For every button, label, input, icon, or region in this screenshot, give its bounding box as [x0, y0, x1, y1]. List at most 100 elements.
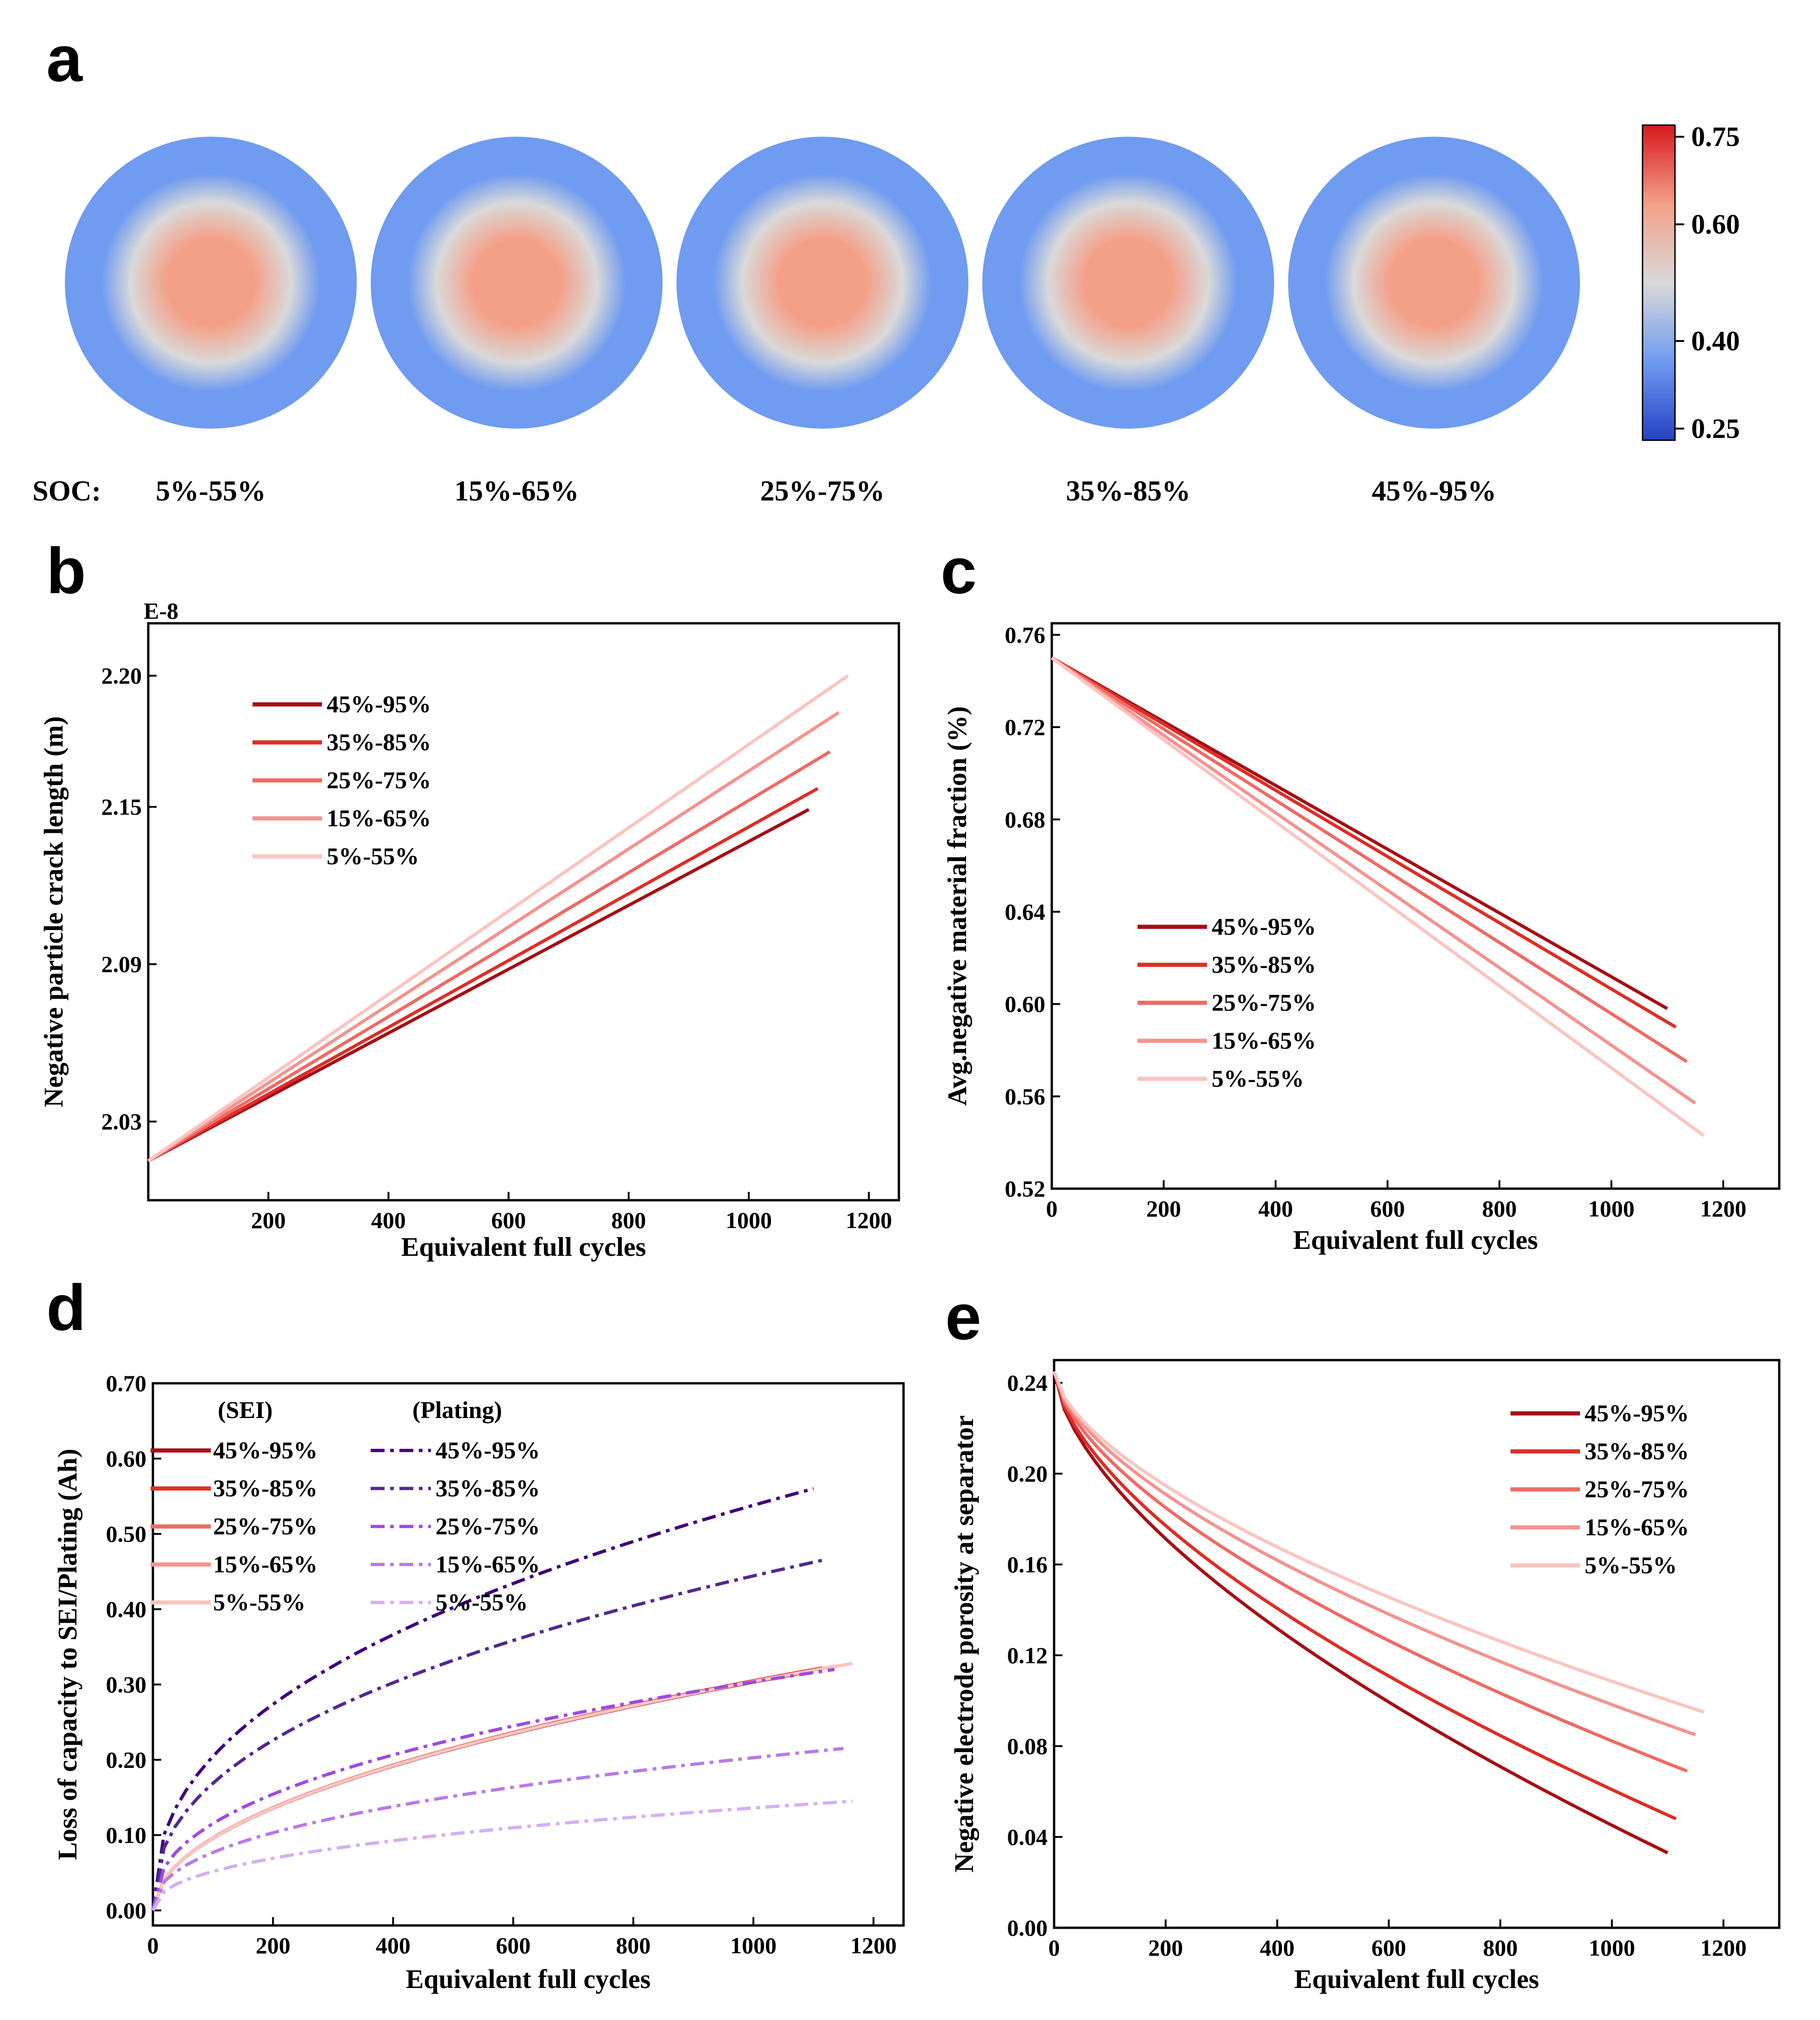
x-tick-label: 800	[611, 1207, 646, 1233]
panel-label-e: e	[945, 1280, 981, 1353]
panel-c-material-fraction: 0 200 400 600 800 1000 1200 0.52 0.56 0.60 0.64 0.6…	[942, 622, 1781, 1255]
series-line	[1052, 1371, 1668, 1855]
series-line	[1051, 656, 1688, 1064]
y-tick-label: 0.10	[106, 1822, 147, 1848]
series-line	[147, 808, 810, 1163]
y-tick-label: 0.64	[1005, 899, 1046, 925]
plating-legend-label: 35%-85%	[436, 1475, 540, 1502]
x-tick-label: 0	[1049, 1935, 1060, 1961]
plating-line	[151, 1558, 823, 1911]
x-tick-label: 1000	[1589, 1935, 1635, 1961]
sei-line	[151, 1663, 844, 1911]
colorbar-tick-label: 0.40	[1691, 326, 1740, 356]
plating-legend-label: 15%-65%	[436, 1551, 540, 1578]
series-line	[1051, 656, 1677, 1029]
x-tick-label: 600	[496, 1932, 531, 1958]
x-tick-label: 800	[1483, 1935, 1518, 1961]
colorbar-ticks: 0.75 0.60 0.40 0.25	[1675, 121, 1740, 444]
y-tick-label: 0.04	[1007, 1824, 1048, 1850]
x-axis-title: Equivalent full cycles	[401, 1232, 646, 1262]
x-tick-label: 200	[1146, 1196, 1181, 1222]
particle-3	[676, 137, 968, 429]
panel-e-porosity: 0 200 400 600 800 1000 1200 0.00 0.04 0.08 0.12 0.1…	[949, 1359, 1781, 1994]
series-line	[1052, 1371, 1677, 1820]
plating-legend-label: 25%-75%	[436, 1513, 540, 1540]
particle-4	[982, 137, 1274, 429]
y-axis-title: Avg.negative material fraction (%)	[942, 706, 972, 1106]
y-tick-label: 0.20	[1007, 1461, 1048, 1487]
colorbar-tick-label: 0.25	[1691, 413, 1740, 444]
y-tick-label: 0.30	[106, 1672, 147, 1697]
panel-d-sei-plating: 0 200 400 600 800 1000 1200 0.00 0.10 0.20 0.30 0.4…	[52, 1370, 905, 1994]
series-line	[1052, 1371, 1705, 1714]
particle-1	[65, 137, 357, 429]
panel-label-d: d	[46, 1271, 86, 1344]
series-line	[147, 750, 831, 1163]
x-tick-label: 600	[491, 1207, 526, 1233]
b-legend-label: 35%-85%	[327, 729, 431, 756]
y-tick-label: 0.60	[106, 1446, 147, 1472]
plating-line	[151, 1799, 853, 1912]
x-tick-label: 1200	[846, 1207, 892, 1233]
legend-header-sei: (SEI)	[218, 1397, 272, 1424]
y-tick-label: 0.24	[1007, 1370, 1048, 1396]
y-tick-label: 0.40	[106, 1596, 147, 1622]
colorbar: 0.75 0.60 0.40 0.25	[1642, 121, 1740, 444]
sei-legend-label: 5%-55%	[213, 1589, 305, 1616]
plot-frame	[1053, 1359, 1781, 1929]
e-legend-label: 5%-55%	[1585, 1552, 1677, 1579]
plating-legend-label: 45%-95%	[436, 1437, 540, 1464]
y-tick-label: 0.52	[1005, 1176, 1046, 1202]
x-axis-title: Equivalent full cycles	[1293, 1225, 1538, 1255]
series-line	[147, 674, 849, 1162]
series-line	[147, 711, 840, 1163]
particle-maps	[65, 137, 1580, 429]
x-axis-title: Equivalent full cycles	[1294, 1964, 1539, 1994]
soc-label-3: 25%-75%	[760, 475, 885, 507]
series-line	[147, 787, 819, 1163]
c-legend-label: 5%-55%	[1212, 1066, 1304, 1092]
particle-5	[1288, 137, 1580, 429]
panel-a-particles: SOC: 5%-55% 15%-65% 25%-75% 35%-85% 45%-…	[32, 121, 1740, 507]
b-legend-label: 45%-95%	[327, 691, 431, 718]
x-tick-label: 800	[616, 1932, 651, 1958]
x-tick-label: 400	[371, 1207, 406, 1233]
c-legend-label: 25%-75%	[1212, 990, 1316, 1016]
e-legend-label: 45%-95%	[1585, 1400, 1689, 1427]
x-tick-label: 0	[147, 1932, 159, 1958]
series-line	[1050, 656, 1705, 1137]
series-line	[1051, 656, 1696, 1105]
y-tick-label: 0.08	[1007, 1733, 1048, 1759]
b-legend-label: 15%-65%	[327, 805, 431, 832]
y-axis-title: Negative particle crack length (m)	[38, 716, 69, 1108]
sei-legend-label: 25%-75%	[213, 1513, 317, 1540]
soc-prefix: SOC:	[32, 475, 101, 507]
sei-legend-label: 35%-85%	[213, 1475, 317, 1502]
x-tick-label: 200	[1148, 1935, 1183, 1961]
x-tick-label: 200	[251, 1207, 286, 1233]
plot-frame	[152, 1382, 905, 1927]
particle-2	[371, 137, 663, 429]
series-line	[1052, 1371, 1688, 1773]
y-tick-label: 0.16	[1007, 1551, 1048, 1577]
panel-b-crack-length: 200 400 600 800 1000 1200 2.03 2.09 2.15 2.20 Equi…	[38, 598, 900, 1262]
c-legend-label: 45%-95%	[1212, 914, 1316, 940]
series-line	[1051, 656, 1668, 1010]
sei-legend-label: 45%-95%	[213, 1437, 317, 1464]
x-tick-label: 1200	[1700, 1196, 1746, 1222]
plot-frame	[1050, 622, 1781, 1190]
c-legend-label: 15%-65%	[1212, 1028, 1316, 1054]
soc-label-2: 15%-65%	[455, 475, 579, 507]
panel-label-b: b	[46, 534, 86, 607]
y-tick-label: 2.03	[101, 1108, 142, 1134]
y-tick-label: 0.72	[1005, 714, 1046, 740]
x-tick-label: 800	[1482, 1196, 1517, 1222]
colorbar-tick-label: 0.60	[1691, 209, 1740, 240]
y-axis-title: Loss of capacity to SEI/Plating (Ah)	[52, 1449, 82, 1860]
x-tick-label: 1000	[730, 1932, 777, 1958]
y-tick-label: 0.50	[106, 1521, 147, 1547]
plating-line	[151, 1487, 814, 1911]
y-tick-label: 0.00	[106, 1898, 147, 1924]
legend-header-plating: (Plating)	[412, 1397, 502, 1424]
soc-label-5: 45%-95%	[1372, 475, 1497, 507]
